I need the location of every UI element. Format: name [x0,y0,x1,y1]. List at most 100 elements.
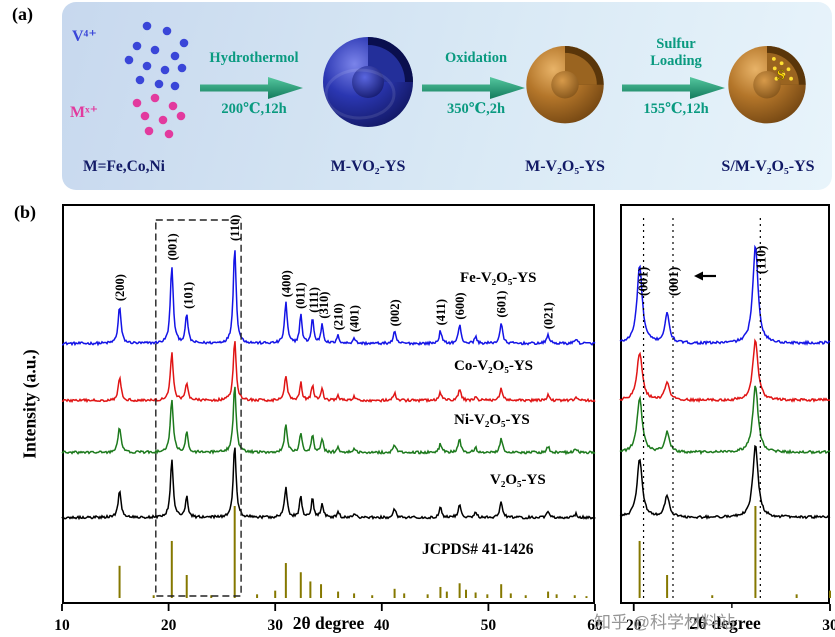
product-label-mvo2: M-VO₂-YS [330,158,406,175]
xrd-trace-3 [619,444,831,520]
y-axis-label: Intensity (a.u.) [19,349,40,459]
v-ion-dot [154,79,164,89]
v-ion-dot [142,61,152,71]
series-label: Ni-V₂O₅-YS [454,412,530,428]
peak-hkl-label: (401) [348,305,362,332]
xrd-trace-3 [61,447,596,521]
peak-hkl-label: (101) [181,282,195,309]
watermark: 知乎 @科学材料站 [594,613,735,632]
v-ion-dot [177,63,187,73]
x-axis-label-main: 2θ degree [292,613,365,633]
inset-hkl-label: (001) [636,267,651,296]
peak-hkl-label: (601) [495,291,509,318]
step-3-name: Sulfur Loading [650,36,702,69]
peak-hkl-label: (400) [279,270,293,297]
x-tick-label: 30 [822,617,835,634]
v-ion-dot [170,81,180,91]
x-tick-label: 40 [374,617,390,634]
x-tick-label: 60 [587,617,603,634]
x-tick-label: 10 [54,617,70,634]
sulfur-label: S [777,68,785,84]
m-ion-label: Mˣ⁺ [70,104,99,121]
v-ion-dot [135,75,145,85]
peak-hkl-label: (411) [434,299,448,325]
xrd-trace-1 [619,338,831,404]
peak-hkl-label: (002) [388,299,402,326]
precursor-ion-dots [124,21,189,139]
arrow-right-icon [422,77,525,99]
arrow-shape [200,77,303,99]
step-3-condition: 155℃,12h [643,101,709,117]
v-ion-dot [124,55,134,65]
m-ion-dot [150,93,160,103]
schematic-background [62,2,832,190]
v-ion-dot [150,45,160,55]
m-ion-dot [140,111,150,121]
step-1-name: Hydrothermol [209,50,299,66]
precursor-caption: M=Fe,Co,Ni [82,158,165,175]
sphere-yolk [753,70,781,99]
product-label-mv2o5: M-V₂O₅-YS [525,158,605,175]
series-label: Co-V₂O₅-YS [454,358,533,374]
panel-b-label: (b) [14,202,36,222]
peak-hkl-label: (021) [542,302,556,329]
peak-shift-arrow-head [694,271,703,281]
v-ion-dot [160,65,170,75]
sulfur-particles [771,57,793,81]
m-ion-dot [144,126,154,136]
v-ion-dot [179,38,189,48]
v-ion-dot [132,41,142,51]
yolk-shell-sphere-s-mv2o5: S [728,46,806,124]
peak-hkl-label: (001) [165,233,179,260]
m-ion-dot [168,101,178,111]
step-2-name: Oxidation [444,50,508,66]
sphere-yolk [352,66,384,98]
peak-hkl-label: (200) [113,274,127,301]
x-tick-label: 30 [267,617,283,634]
v-ion-label: V⁴⁺ [72,28,97,45]
panel-a-label: (a) [12,4,33,24]
peak-hkl-label: (011) [294,283,308,309]
xrd-zoom-plot: 20 30 (001) (001) (110) [619,204,835,634]
m-ion-dot [176,111,186,121]
m-ion-dot [132,98,142,108]
series-label: Fe-V₂O₅-YS [460,270,536,286]
step-1-condition: 200℃,12h [221,101,287,117]
xrd-trace-2 [61,386,596,456]
peak-hkl-label: (110) [228,215,242,241]
yolk-shell-sphere-mv2o5 [526,46,604,124]
m-ion-dot [164,129,174,139]
arrow-shape [422,77,525,99]
xrd-trace-0 [619,244,831,346]
inset-hkl-label: (001) [666,267,681,296]
x-tick-label: 20 [626,617,642,634]
v-ion-dot [142,21,152,31]
series-label: V₂O₅-YS [490,472,546,488]
peak-hkl-label: (210) [332,303,346,330]
peak-hkl-label: (600) [453,292,467,319]
x-tick-label: 50 [481,617,497,634]
panel-b-xrd: (b) Intensity (a.u.) 10 20 30 40 50 60 (200) (0… [0,196,835,637]
x-tick-label: 20 [161,617,177,634]
reference-label: JCPDS# 41-1426 [422,541,534,558]
arrow-shape [622,77,725,99]
panel-a-schematic: (a) V⁴⁺ Mˣ⁺ M=Fe,Co,Ni Hydrothermol 200℃… [0,0,835,196]
plot-frame [620,204,830,604]
sphere-texture [324,68,396,120]
arrow-right-icon [200,77,303,99]
peak-hkl-label: (111) [307,287,321,313]
product-label-s-mv2o5: S/M-V₂O₅-YS [721,158,815,175]
v-ion-dot [162,26,172,36]
xrd-main-plot: 10 20 30 40 50 60 (200) (001) (101) (110) (400) (01… [54,204,603,634]
peak-hkl-label: (310) [317,292,331,319]
x-axis-label-inset: 2θ degree [689,613,761,633]
xrd-trace-0 [62,250,596,347]
sphere-yolk [551,70,579,99]
m-ion-dot [158,115,168,125]
xrd-trace-1 [61,341,596,404]
inset-hkl-label: (110) [753,246,768,275]
step-2-condition: 350℃,2h [446,101,506,117]
yolk-shell-sphere-mvo2 [323,37,413,127]
arrow-right-icon [622,77,725,99]
v-ion-dot [170,51,180,61]
